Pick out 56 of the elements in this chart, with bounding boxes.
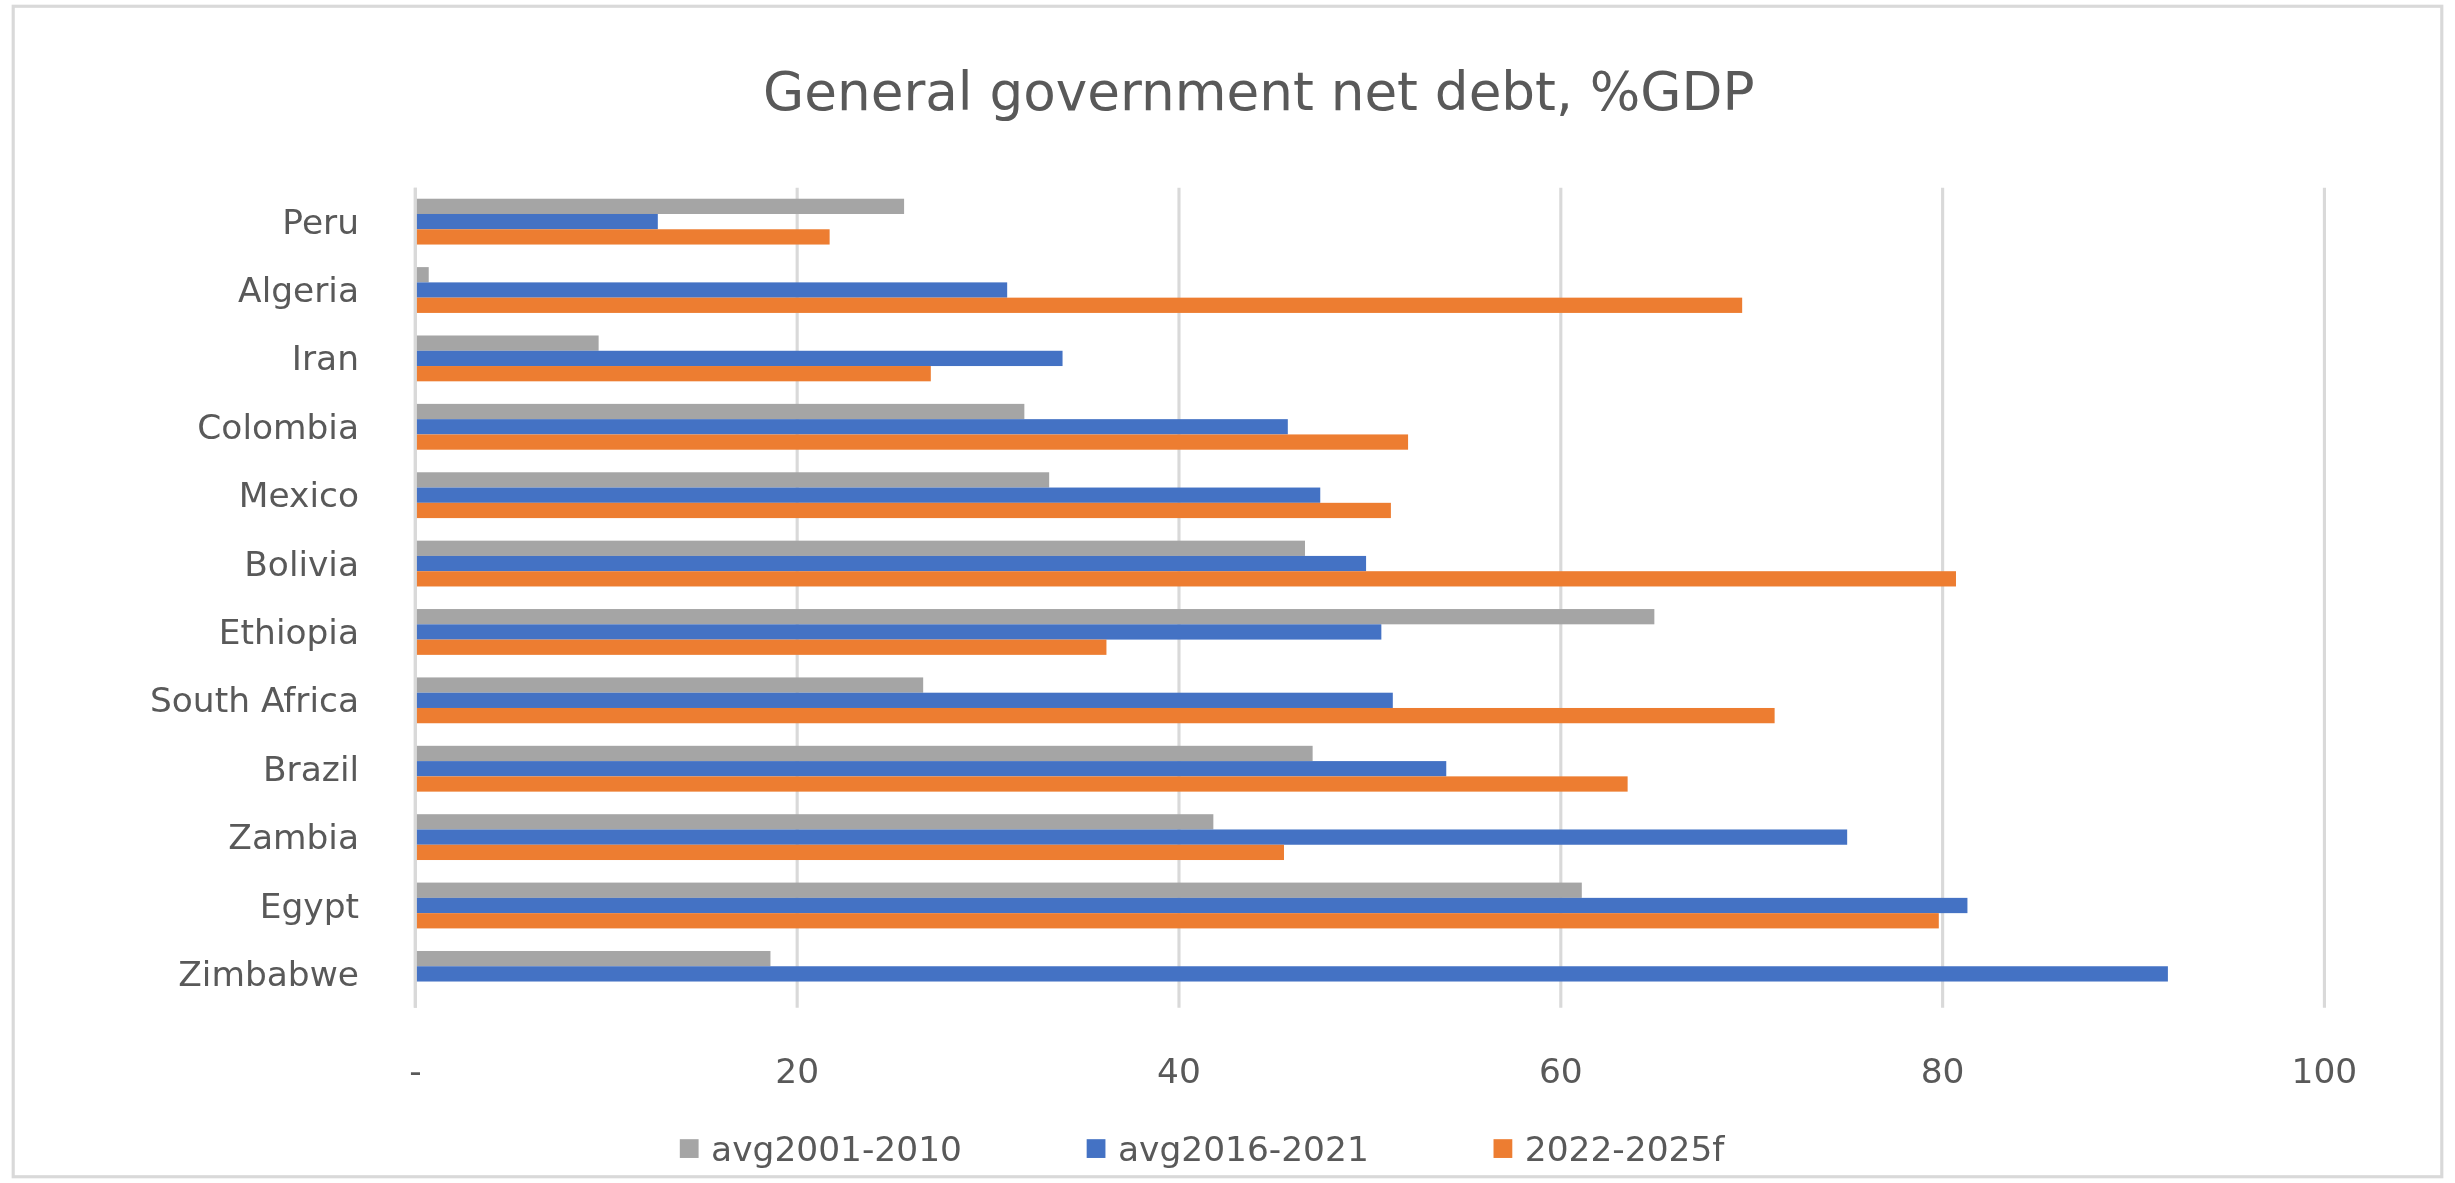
y-tick-label: Bolivia — [244, 543, 360, 584]
bar — [415, 502, 1391, 519]
y-tick-label: Egypt — [259, 885, 360, 926]
bar — [415, 776, 1628, 792]
x-tick-label: 20 — [775, 1050, 820, 1091]
bar — [415, 229, 830, 245]
legend-label: avg2016-2021 — [1117, 1128, 1369, 1169]
bar — [415, 213, 658, 230]
bar — [415, 540, 1305, 556]
bar — [415, 366, 931, 382]
bar — [415, 555, 1367, 572]
y-tick-label: South Africa — [149, 680, 360, 721]
bar — [415, 844, 1284, 861]
bar — [415, 950, 771, 967]
legend-label: 2022-2025f — [1524, 1128, 1726, 1169]
y-tick-label: Peru — [282, 201, 360, 242]
bar — [415, 282, 1008, 298]
y-tick-label: Iran — [291, 338, 360, 379]
bar — [415, 434, 1409, 450]
x-tick-label: 60 — [1538, 1050, 1583, 1091]
bar — [415, 882, 1582, 898]
bar — [415, 829, 1848, 845]
bar — [415, 745, 1313, 762]
bar — [415, 913, 1939, 929]
legend-label: avg2001-2010 — [711, 1128, 962, 1169]
bar — [415, 692, 1393, 708]
bar — [415, 403, 1025, 420]
bar — [415, 419, 1288, 435]
bar — [415, 707, 1775, 724]
y-tick-label: Zambia — [228, 817, 360, 858]
bar — [415, 297, 1743, 313]
bar — [415, 335, 599, 351]
y-tick-label: Ethiopia — [218, 612, 360, 652]
y-tick-label: Zimbabwe — [178, 953, 360, 994]
bar — [415, 677, 924, 693]
bar — [415, 472, 1050, 488]
y-tick-label: Algeria — [238, 270, 360, 311]
bar — [415, 571, 1956, 587]
bar — [415, 350, 1063, 367]
bar — [415, 966, 2168, 982]
bar — [415, 639, 1107, 655]
chart-title: General government net debt, %GDP — [763, 60, 1755, 123]
y-tick-label: Colombia — [197, 406, 360, 447]
y-tick-label: Mexico — [238, 475, 360, 516]
bar — [415, 609, 1655, 625]
bar — [415, 198, 905, 214]
y-tick-label: Brazil — [263, 748, 360, 789]
bar — [415, 814, 1214, 830]
bar — [415, 624, 1382, 640]
x-tick-label: 40 — [1157, 1050, 1201, 1091]
x-tick-label: - — [409, 1050, 422, 1091]
bar — [415, 487, 1321, 503]
bar — [415, 761, 1447, 777]
x-tick-label: 100 — [2291, 1050, 2358, 1091]
x-tick-label: 80 — [1920, 1050, 1965, 1091]
bar — [415, 897, 1968, 914]
